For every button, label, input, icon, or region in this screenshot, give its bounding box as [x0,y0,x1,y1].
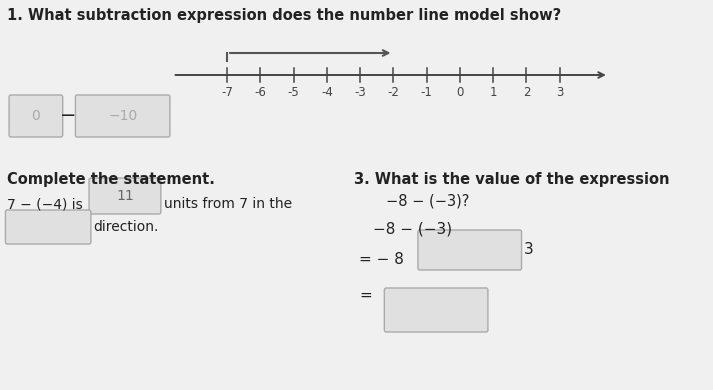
Text: -2: -2 [387,86,399,99]
Text: −10: −10 [108,109,138,123]
Text: 7 − (−4) is: 7 − (−4) is [7,197,83,211]
Text: 0: 0 [456,86,463,99]
Text: Complete the statement.: Complete the statement. [7,172,215,187]
Text: -4: -4 [321,86,333,99]
Text: 3. What is the value of the expression: 3. What is the value of the expression [354,172,670,187]
Text: 3: 3 [524,243,534,257]
Text: -1: -1 [421,86,433,99]
FancyBboxPatch shape [9,95,63,137]
FancyBboxPatch shape [89,178,161,214]
Text: -5: -5 [288,86,299,99]
Text: 3: 3 [556,86,563,99]
Text: =: = [359,288,371,303]
Text: -7: -7 [221,86,233,99]
Text: −8 − (−3)?: −8 − (−3)? [386,194,470,209]
Text: 1: 1 [489,86,497,99]
FancyBboxPatch shape [384,288,488,332]
Text: 2: 2 [523,86,530,99]
FancyBboxPatch shape [6,210,91,244]
Text: -6: -6 [255,86,266,99]
Text: −8 − (−3): −8 − (−3) [372,222,451,237]
Text: direction.: direction. [93,220,159,234]
Text: = − 8: = − 8 [359,252,404,267]
Text: 1. What subtraction expression does the number line model show?: 1. What subtraction expression does the … [7,8,562,23]
Text: -3: -3 [354,86,366,99]
Text: units from 7 in the: units from 7 in the [163,197,292,211]
Text: −: − [60,106,76,126]
FancyBboxPatch shape [418,230,521,270]
Text: 0: 0 [31,109,40,123]
FancyBboxPatch shape [76,95,170,137]
Text: 11: 11 [116,189,134,203]
